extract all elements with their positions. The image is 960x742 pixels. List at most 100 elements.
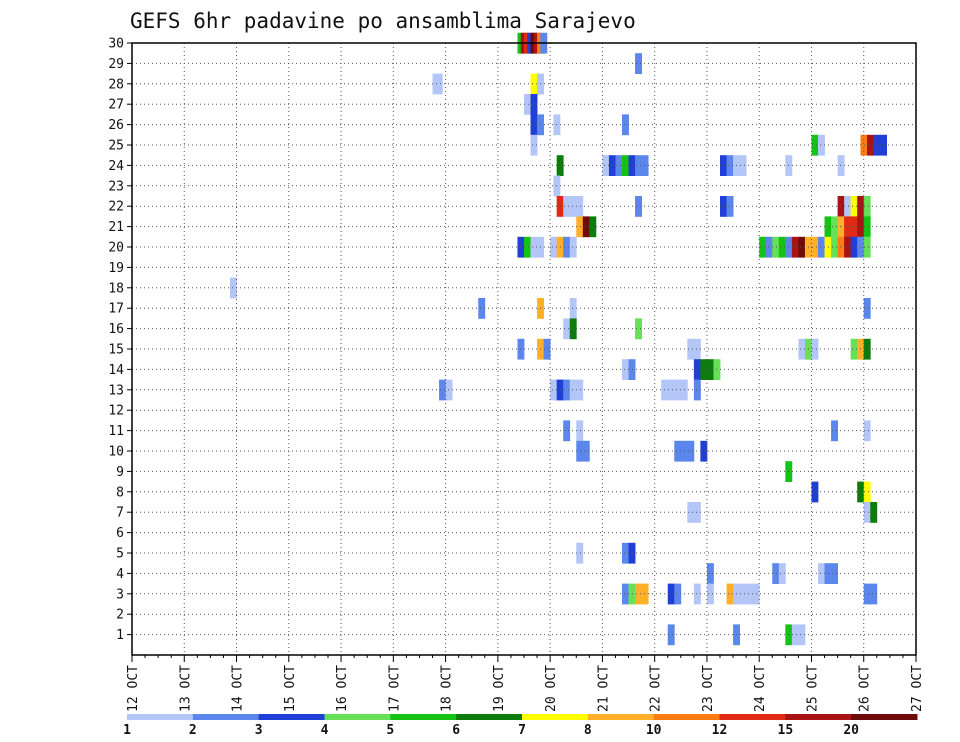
precip-cell (739, 155, 747, 176)
y-tick-label: 13 (108, 383, 124, 398)
precip-cell (824, 236, 832, 258)
x-tick-label: 12 OCT (126, 665, 141, 712)
precip-cell (563, 379, 571, 401)
colorbar-label: 7 (518, 723, 526, 738)
precip-cell (798, 624, 806, 646)
precip-cell (837, 236, 845, 258)
precip-cell (863, 216, 871, 238)
precip-cell (867, 134, 874, 156)
colorbar-label: 6 (452, 723, 460, 738)
precip-cell (837, 196, 845, 217)
colorbar-label: 8 (584, 723, 592, 738)
precip-cell (550, 236, 558, 258)
precip-cell (524, 236, 531, 258)
y-tick-label: 24 (108, 159, 124, 174)
precip-cell (439, 379, 446, 401)
x-axis: 12 OCT 13 OCT 14 OCT 15 OCT 16 OCT 17 OCT 18 O… (126, 655, 925, 712)
precip-cell (635, 155, 642, 176)
x-tick-label: 22 OCT (649, 665, 664, 712)
precip-cell (576, 542, 584, 564)
colorbar-label: 1 (123, 723, 131, 738)
precip-cell (837, 216, 845, 238)
precip-cell (772, 563, 780, 584)
y-tick-label: 8 (116, 485, 124, 500)
precip-cell (772, 236, 780, 258)
precip-cell (863, 338, 871, 360)
precip-cell (635, 583, 642, 605)
precip-cell (435, 73, 443, 95)
precip-cell (700, 440, 708, 462)
precip-cell (831, 236, 838, 258)
y-tick-label: 19 (108, 261, 124, 276)
colorbar-swatch (587, 714, 655, 720)
y-tick-label: 22 (108, 200, 124, 215)
precip-cell (628, 542, 636, 564)
precip-cell (720, 155, 727, 176)
y-tick-label: 25 (108, 139, 124, 154)
colorbar: 1 2 3 4 5 6 7 8 10 12 15 20 (123, 714, 918, 738)
precip-cell (880, 134, 887, 156)
y-tick-label: 6 (116, 526, 124, 541)
precip-cell (850, 236, 858, 258)
precip-cell (628, 155, 636, 176)
precip-cell (622, 583, 629, 605)
precip-cell (863, 236, 871, 258)
precip-cell (576, 379, 584, 401)
precip-cell (622, 114, 629, 136)
colorbar-swatch (653, 714, 720, 720)
precip-cell (635, 318, 642, 340)
gridlines (132, 43, 916, 655)
colorbar-label: 12 (712, 723, 728, 738)
precip-cell (622, 155, 629, 176)
precip-cell (726, 155, 734, 176)
precip-cell (628, 583, 636, 605)
precip-cell (582, 440, 590, 462)
colorbar-swatch (719, 714, 786, 720)
y-tick-label: 2 (116, 608, 124, 623)
colorbar-swatch (390, 714, 457, 720)
precip-cell (824, 216, 832, 238)
precip-cell (635, 53, 642, 74)
precip-cell (791, 624, 799, 646)
x-tick-label: 18 OCT (440, 665, 455, 712)
chart-title: GEFS 6hr padavine po ansamblima Sarajevo (130, 9, 636, 33)
precip-cell (602, 155, 610, 176)
precip-cell (863, 298, 871, 319)
precip-cell (706, 359, 714, 380)
precip-cell (818, 563, 825, 584)
precip-cell (530, 73, 538, 95)
precip-cell (726, 196, 734, 217)
colorbar-label: 15 (778, 723, 794, 738)
precip-cell (850, 196, 858, 217)
x-tick-label: 13 OCT (178, 665, 193, 712)
y-tick-label: 9 (116, 465, 124, 480)
precip-cell (811, 481, 819, 503)
colorbar-swatch (522, 714, 589, 720)
precip-cell (622, 359, 629, 380)
precip-cell (530, 114, 538, 136)
precip-cell (739, 583, 747, 605)
precip-cell (863, 420, 871, 442)
colorbar-swatch (127, 714, 194, 720)
precip-cell (746, 583, 754, 605)
precip-cell (524, 94, 531, 115)
y-tick-label: 15 (108, 343, 124, 358)
precip-cell (622, 542, 629, 564)
precip-cell (850, 338, 858, 360)
precip-cell (837, 155, 845, 176)
precip-cell (530, 94, 538, 115)
y-tick-label: 16 (108, 322, 124, 337)
y-tick-label: 1 (116, 628, 124, 643)
precip-cell (674, 379, 682, 401)
precip-cell (582, 216, 590, 238)
x-tick-label: 23 OCT (701, 665, 716, 712)
precip-cell (706, 583, 714, 605)
y-tick-label: 10 (108, 445, 124, 460)
x-tick-label: 19 OCT (492, 665, 507, 712)
precip-cell (860, 134, 868, 156)
precip-cell (635, 196, 642, 217)
x-tick-label: 17 OCT (387, 665, 402, 712)
colorbar-swatch (324, 714, 391, 720)
precip-cell (667, 624, 675, 646)
